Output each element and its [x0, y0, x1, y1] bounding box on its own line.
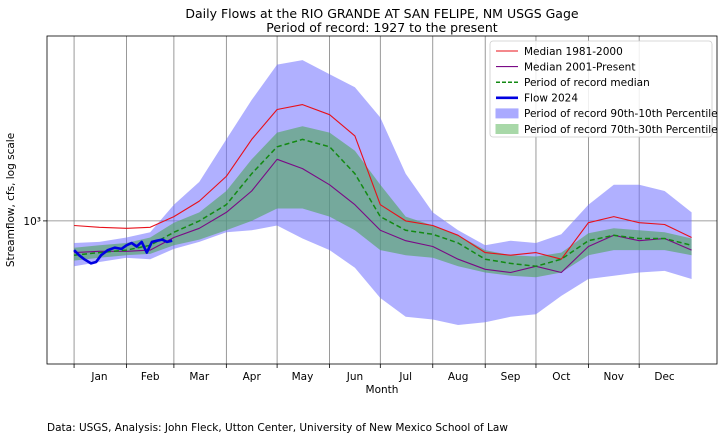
x-tick-label: Jul — [398, 371, 412, 383]
band-70-30-percentile — [74, 126, 692, 278]
x-tick-label: May — [292, 371, 314, 383]
axes-frame — [46, 35, 718, 365]
x-tick-label: Mar — [189, 371, 209, 383]
footer-note: Data: USGS, Analysis: John Fleck, Utton … — [47, 422, 508, 434]
legend-swatch — [495, 108, 519, 119]
series-flow-2024 — [73, 238, 173, 265]
x-tick-label: Sep — [501, 371, 521, 383]
x-tick-label: Oct — [552, 371, 570, 383]
legend: Median 1981-2000 Median 2001-Present Perio… — [489, 40, 718, 138]
legend-box — [489, 40, 713, 138]
y-axis-label: Streamflow, cfs, log scale — [5, 133, 17, 267]
legend-label: Median 1981-2000 — [524, 46, 623, 58]
x-tick-label: Apr — [243, 371, 262, 383]
axis-ticks: Jan Feb Mar Apr May Jun Jul Aug Sep Oct Nov Dec 10³ — [23, 216, 675, 383]
legend-label: Flow 2024 — [524, 93, 578, 105]
legend-swatch — [495, 124, 519, 134]
x-axis-label: Month — [366, 384, 399, 396]
x-tick-label: Nov — [604, 371, 625, 383]
legend-label: Period of record 70th-30th Percentile — [524, 124, 718, 136]
chart-title: Daily Flows at the RIO GRANDE AT SAN FEL… — [185, 6, 579, 21]
legend-label: Median 2001-Present — [524, 61, 635, 73]
series-median-2001-present — [74, 158, 692, 274]
legend-label: Period of record 90th-10th Percentile — [524, 108, 718, 120]
y-tick-label: 10³ — [23, 216, 41, 228]
legend-label: Period of record median — [524, 77, 650, 89]
x-tick-label: Dec — [654, 371, 675, 383]
x-tick-label: Feb — [141, 371, 160, 383]
x-tick-label: Aug — [448, 371, 469, 383]
series-median-1981-2000 — [74, 104, 692, 260]
chart-subtitle: Period of record: 1927 to the present — [266, 20, 497, 35]
x-tick-label: Jan — [90, 371, 107, 383]
x-tick-label: Jun — [346, 371, 363, 383]
